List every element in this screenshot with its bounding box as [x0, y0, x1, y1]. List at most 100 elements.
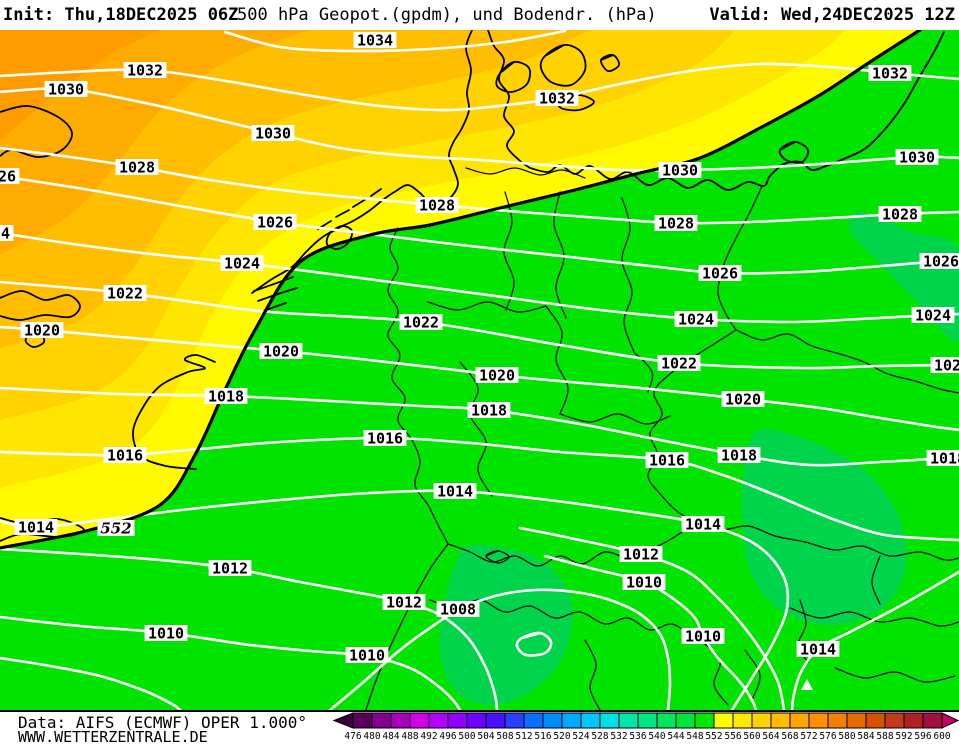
isobar-label: 1024 [915, 307, 951, 325]
isobar-label-box [657, 355, 701, 371]
colorbar-box [770, 712, 791, 729]
isobar-label: 1008 [440, 601, 476, 619]
country-border [789, 607, 959, 627]
colorbar-box [903, 712, 924, 729]
colorbar-tick-label: 480 [363, 731, 380, 742]
isobar-label: 1032 [539, 90, 575, 108]
coastline [495, 60, 532, 93]
colorbar-tick-label: 572 [800, 731, 817, 742]
isobar-label-box [681, 628, 725, 644]
country-border [694, 521, 959, 561]
coastline [539, 44, 587, 87]
isobar-label-box [645, 452, 689, 468]
isobar-label: 1024 [224, 255, 260, 273]
colorbar-box [732, 712, 753, 729]
isobar-label-box [353, 32, 397, 48]
geopotential-band-patch [439, 544, 573, 706]
isobar-label: 1028 [882, 206, 918, 224]
colorbar-box [865, 712, 886, 729]
isobar-label: 1010 [148, 625, 184, 643]
isobar-label-box [14, 519, 58, 535]
isobar-label: 1022 [107, 285, 143, 303]
colorbar-tick-label: 552 [705, 731, 722, 742]
coastline [600, 53, 621, 72]
isobar-label-box [919, 253, 959, 269]
colorbar-box [675, 712, 696, 729]
isobar-label-box [253, 214, 297, 230]
isobar-label: 1014 [18, 519, 54, 537]
isobar-label-box [363, 430, 407, 446]
isobar-label-box [535, 90, 579, 106]
colorbar-left-arrow [332, 712, 354, 729]
isobar-label-box [0, 168, 20, 184]
isobar-label-box [895, 149, 939, 165]
colorbar: 476 480 484 488 492 496 500 504 508 512 516 520 524 5… [332, 712, 959, 742]
isobar-label: 1034 [357, 32, 393, 50]
colorbar-box [466, 712, 487, 729]
isobar-label: 1014 [800, 641, 836, 659]
colorbar-tick-label: 508 [496, 731, 513, 742]
isobar-label-box [433, 483, 477, 499]
isobar-line [515, 631, 553, 657]
isobar-label-box [144, 625, 188, 641]
country-border [717, 185, 763, 331]
country-border [545, 305, 569, 415]
isobar-label: 1032 [872, 65, 908, 83]
isobar-line [223, 30, 567, 53]
isobar-label: 1024 [678, 311, 714, 329]
isobar-label-box [681, 516, 725, 532]
footer-bar: Data: AIFS (ECMWF) OPER 1.000° WWW.WETTE… [0, 710, 959, 746]
colorbar-box [713, 712, 734, 729]
country-border [834, 667, 956, 683]
colorbar-tick-label: 576 [819, 731, 836, 742]
isobar-label: 1020 [263, 343, 299, 361]
country-border [459, 361, 493, 497]
isobar-label-box [926, 450, 959, 466]
isobar-label: 1018 [471, 402, 507, 420]
isobar-label: 1030 [255, 125, 291, 143]
isobar-label: 1012 [386, 594, 422, 612]
isobar-label-box [674, 311, 718, 327]
isobar-label: 1020 [24, 322, 60, 340]
country-border [485, 550, 510, 564]
isobar-label-box [878, 206, 922, 222]
isobar-label-box [436, 601, 480, 617]
coastline [257, 287, 298, 302]
isobar-label: 1010 [685, 628, 721, 646]
isobar-label-box [382, 594, 426, 610]
init-time-label: Init: Thu,18DEC2025 06Z [3, 5, 239, 25]
country-border [621, 197, 635, 353]
isobar-label: 1016 [107, 447, 143, 465]
colorbar-box [827, 712, 848, 729]
isobar-line [518, 526, 786, 710]
isobar-label-box [658, 162, 702, 178]
isobar-label: 1022 [661, 355, 697, 373]
colorbar-tick-label: 560 [743, 731, 760, 742]
colorbar-box [637, 712, 658, 729]
low-center-marker [801, 679, 813, 690]
isobar-label-box [868, 65, 912, 81]
isobar-label-box [717, 447, 761, 463]
isobar-label: 1010 [349, 647, 385, 665]
country-border [387, 227, 449, 545]
isobar-label-box [220, 255, 264, 271]
isobar-label-box [930, 357, 959, 373]
coastline [325, 225, 354, 250]
colorbar-box [561, 712, 582, 729]
isobar-label: 1030 [899, 149, 935, 167]
valid-time-label: Valid: Wed,24DEC2025 12Z [709, 5, 955, 25]
isobar-line [0, 656, 182, 710]
colorbar-tick-label: 532 [610, 731, 627, 742]
colorbar-box [352, 712, 373, 729]
coastline [0, 290, 81, 321]
geopotential-label: 552 [100, 520, 131, 538]
colorbar-box [580, 712, 601, 729]
colorbar-tick-label: 548 [686, 731, 703, 742]
colorbar-box [751, 712, 772, 729]
colorbar-box [390, 712, 411, 729]
isobar-label: 1026 [257, 214, 293, 232]
isobar-label-box [399, 314, 443, 330]
isobar-label-box [259, 343, 303, 359]
colorbar-box [884, 712, 905, 729]
colorbar-tick-label: 504 [477, 731, 494, 742]
